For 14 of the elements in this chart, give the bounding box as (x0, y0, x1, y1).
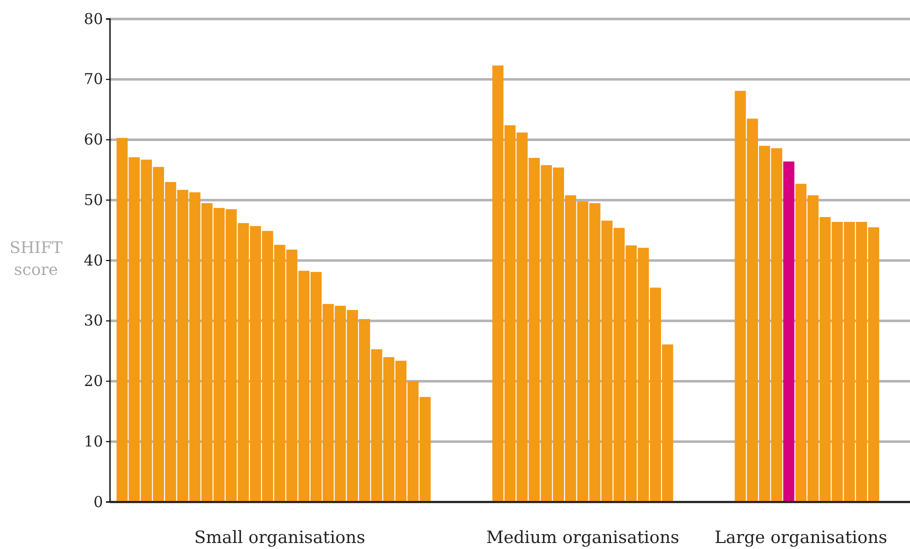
y-tick-label: 30 (84, 312, 103, 330)
y-tick-label: 60 (84, 130, 103, 149)
y-axis-title: SHIFT score (9, 238, 63, 279)
y-tick-label: 70 (84, 70, 103, 88)
x-tick-label: Medium organisations (486, 528, 680, 548)
y-tick-label: 10 (84, 432, 103, 450)
y-tick-label: 50 (84, 190, 103, 209)
x-tick-label: Small organisations (194, 528, 366, 548)
bar (783, 161, 794, 502)
y-tick-label: 40 (84, 251, 103, 270)
y-tick-label: 20 (84, 372, 103, 390)
y-tick-label: 0 (93, 492, 103, 511)
y-tick-label: 80 (84, 10, 103, 28)
x-tick-label: Large organisations (714, 528, 888, 548)
